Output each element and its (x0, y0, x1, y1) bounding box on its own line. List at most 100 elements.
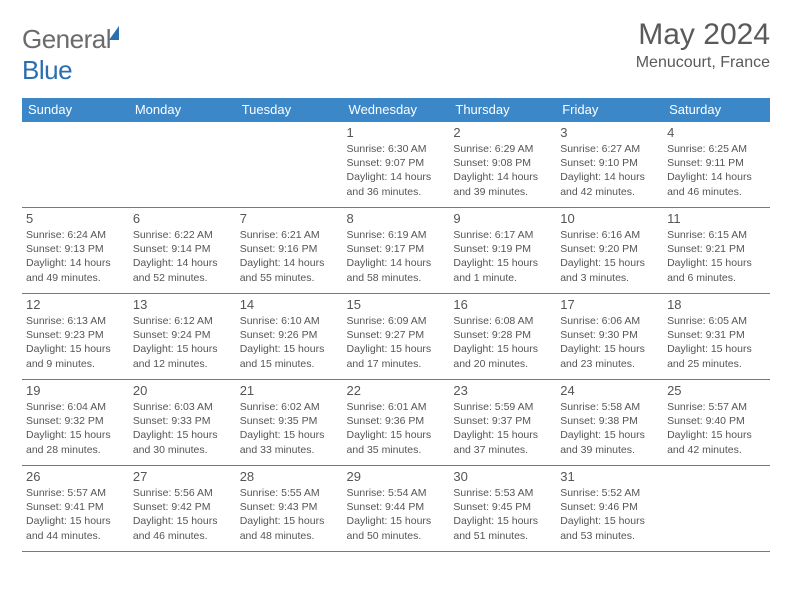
calendar-table: Sunday Monday Tuesday Wednesday Thursday… (22, 98, 770, 552)
day-info: Sunrise: 6:19 AMSunset: 9:17 PMDaylight:… (347, 228, 446, 285)
calendar-day-cell: 24 Sunrise: 5:58 AMSunset: 9:38 PMDayligh… (556, 380, 663, 466)
day-info: Sunrise: 6:10 AMSunset: 9:26 PMDaylight:… (240, 314, 339, 371)
day-info: Sunrise: 6:17 AMSunset: 9:19 PMDaylight:… (453, 228, 552, 285)
day-number: 8 (347, 211, 446, 226)
day-number: 9 (453, 211, 552, 226)
day-number: 12 (26, 297, 125, 312)
calendar-day-cell: 26 Sunrise: 5:57 AMSunset: 9:41 PMDayligh… (22, 466, 129, 552)
day-number: 28 (240, 469, 339, 484)
calendar-day-cell: 8 Sunrise: 6:19 AMSunset: 9:17 PMDaylight… (343, 208, 450, 294)
day-info: Sunrise: 6:04 AMSunset: 9:32 PMDaylight:… (26, 400, 125, 457)
day-number: 23 (453, 383, 552, 398)
day-number: 11 (667, 211, 766, 226)
day-info: Sunrise: 6:30 AMSunset: 9:07 PMDaylight:… (347, 142, 446, 199)
calendar-day-cell (236, 122, 343, 208)
day-number: 2 (453, 125, 552, 140)
day-info: Sunrise: 6:02 AMSunset: 9:35 PMDaylight:… (240, 400, 339, 457)
day-info: Sunrise: 5:58 AMSunset: 9:38 PMDaylight:… (560, 400, 659, 457)
calendar-day-cell: 21Sunrise: 6:02 AMSunset: 9:35 PMDayligh… (236, 380, 343, 466)
calendar-day-cell: 9 Sunrise: 6:17 AMSunset: 9:19 PMDaylight… (449, 208, 556, 294)
calendar-day-cell: 1 Sunrise: 6:30 AMSunset: 9:07 PMDaylight… (343, 122, 450, 208)
calendar-day-cell (129, 122, 236, 208)
location-subtitle: Menucourt, France (636, 54, 770, 72)
day-number: 5 (26, 211, 125, 226)
calendar-day-cell: 25Sunrise: 5:57 AMSunset: 9:40 PMDayligh… (663, 380, 770, 466)
day-header: Tuesday (236, 98, 343, 122)
day-info: Sunrise: 6:01 AMSunset: 9:36 PMDaylight:… (347, 400, 446, 457)
calendar-week-row: 12Sunrise: 6:13 AMSunset: 9:23 PMDayligh… (22, 294, 770, 380)
calendar-day-cell: 17 Sunrise: 6:06 AMSunset: 9:30 PMDayligh… (556, 294, 663, 380)
day-info: Sunrise: 5:53 AMSunset: 9:45 PMDaylight:… (453, 486, 552, 543)
day-number: 27 (133, 469, 232, 484)
calendar-day-cell: 12Sunrise: 6:13 AMSunset: 9:23 PMDayligh… (22, 294, 129, 380)
calendar-week-row: 26 Sunrise: 5:57 AMSunset: 9:41 PMDayligh… (22, 466, 770, 552)
day-number: 1 (347, 125, 446, 140)
calendar-day-cell (663, 466, 770, 552)
header: General Blue May 2024 Menucourt, France (22, 18, 770, 86)
day-info: Sunrise: 6:06 AMSunset: 9:30 PMDaylight:… (560, 314, 659, 371)
day-number: 30 (453, 469, 552, 484)
page-title: May 2024 (636, 18, 770, 52)
calendar-day-cell: 13Sunrise: 6:12 AMSunset: 9:24 PMDayligh… (129, 294, 236, 380)
title-block: May 2024 Menucourt, France (636, 18, 770, 72)
day-header: Wednesday (343, 98, 450, 122)
day-info: Sunrise: 5:54 AMSunset: 9:44 PMDaylight:… (347, 486, 446, 543)
day-number: 25 (667, 383, 766, 398)
calendar-day-cell: 31Sunrise: 5:52 AMSunset: 9:46 PMDayligh… (556, 466, 663, 552)
calendar-day-cell: 16Sunrise: 6:08 AMSunset: 9:28 PMDayligh… (449, 294, 556, 380)
calendar-body: 1 Sunrise: 6:30 AMSunset: 9:07 PMDaylight… (22, 122, 770, 552)
day-info: Sunrise: 6:05 AMSunset: 9:31 PMDaylight:… (667, 314, 766, 371)
day-info: Sunrise: 5:55 AMSunset: 9:43 PMDaylight:… (240, 486, 339, 543)
day-number: 13 (133, 297, 232, 312)
calendar-day-cell: 15Sunrise: 6:09 AMSunset: 9:27 PMDayligh… (343, 294, 450, 380)
day-info: Sunrise: 6:24 AMSunset: 9:13 PMDaylight:… (26, 228, 125, 285)
day-header: Sunday (22, 98, 129, 122)
day-info: Sunrise: 6:25 AMSunset: 9:11 PMDaylight:… (667, 142, 766, 199)
triangle-icon (109, 26, 119, 40)
brand-part2: Blue (22, 55, 72, 85)
day-number: 6 (133, 211, 232, 226)
day-info: Sunrise: 6:03 AMSunset: 9:33 PMDaylight:… (133, 400, 232, 457)
day-info: Sunrise: 6:29 AMSunset: 9:08 PMDaylight:… (453, 142, 552, 199)
day-number: 7 (240, 211, 339, 226)
day-header: Monday (129, 98, 236, 122)
day-info: Sunrise: 6:08 AMSunset: 9:28 PMDaylight:… (453, 314, 552, 371)
calendar-day-cell: 6Sunrise: 6:22 AMSunset: 9:14 PMDaylight… (129, 208, 236, 294)
calendar-day-cell: 4 Sunrise: 6:25 AMSunset: 9:11 PMDaylight… (663, 122, 770, 208)
calendar-day-cell: 3 Sunrise: 6:27 AMSunset: 9:10 PMDaylight… (556, 122, 663, 208)
calendar-day-cell: 10 Sunrise: 6:16 AMSunset: 9:20 PMDayligh… (556, 208, 663, 294)
day-info: Sunrise: 5:59 AMSunset: 9:37 PMDaylight:… (453, 400, 552, 457)
brand-part1: General (22, 24, 111, 54)
brand-text: General Blue (22, 24, 119, 86)
calendar-week-row: 19 Sunrise: 6:04 AMSunset: 9:32 PMDayligh… (22, 380, 770, 466)
day-number: 26 (26, 469, 125, 484)
calendar-day-cell: 2 Sunrise: 6:29 AMSunset: 9:08 PMDaylight… (449, 122, 556, 208)
calendar-day-cell: 20 Sunrise: 6:03 AMSunset: 9:33 PMDayligh… (129, 380, 236, 466)
day-number: 20 (133, 383, 232, 398)
day-header: Thursday (449, 98, 556, 122)
day-info: Sunrise: 5:57 AMSunset: 9:41 PMDaylight:… (26, 486, 125, 543)
day-number: 24 (560, 383, 659, 398)
calendar-day-cell: 7Sunrise: 6:21 AMSunset: 9:16 PMDaylight… (236, 208, 343, 294)
day-number: 10 (560, 211, 659, 226)
day-info: Sunrise: 6:27 AMSunset: 9:10 PMDaylight:… (560, 142, 659, 199)
calendar-day-cell: 30 Sunrise: 5:53 AMSunset: 9:45 PMDayligh… (449, 466, 556, 552)
day-number: 29 (347, 469, 446, 484)
calendar-day-cell: 22Sunrise: 6:01 AMSunset: 9:36 PMDayligh… (343, 380, 450, 466)
day-number: 19 (26, 383, 125, 398)
day-info: Sunrise: 6:09 AMSunset: 9:27 PMDaylight:… (347, 314, 446, 371)
day-number: 4 (667, 125, 766, 140)
calendar-week-row: 1 Sunrise: 6:30 AMSunset: 9:07 PMDaylight… (22, 122, 770, 208)
day-number: 17 (560, 297, 659, 312)
day-number: 18 (667, 297, 766, 312)
day-number: 3 (560, 125, 659, 140)
day-info: Sunrise: 6:15 AMSunset: 9:21 PMDaylight:… (667, 228, 766, 285)
day-info: Sunrise: 6:16 AMSunset: 9:20 PMDaylight:… (560, 228, 659, 285)
calendar-day-cell: 11 Sunrise: 6:15 AMSunset: 9:21 PMDayligh… (663, 208, 770, 294)
calendar-day-cell: 29 Sunrise: 5:54 AMSunset: 9:44 PMDayligh… (343, 466, 450, 552)
day-number: 14 (240, 297, 339, 312)
calendar-header-row: Sunday Monday Tuesday Wednesday Thursday… (22, 98, 770, 122)
calendar-day-cell: 27Sunrise: 5:56 AMSunset: 9:42 PMDayligh… (129, 466, 236, 552)
calendar-day-cell (22, 122, 129, 208)
day-header: Friday (556, 98, 663, 122)
